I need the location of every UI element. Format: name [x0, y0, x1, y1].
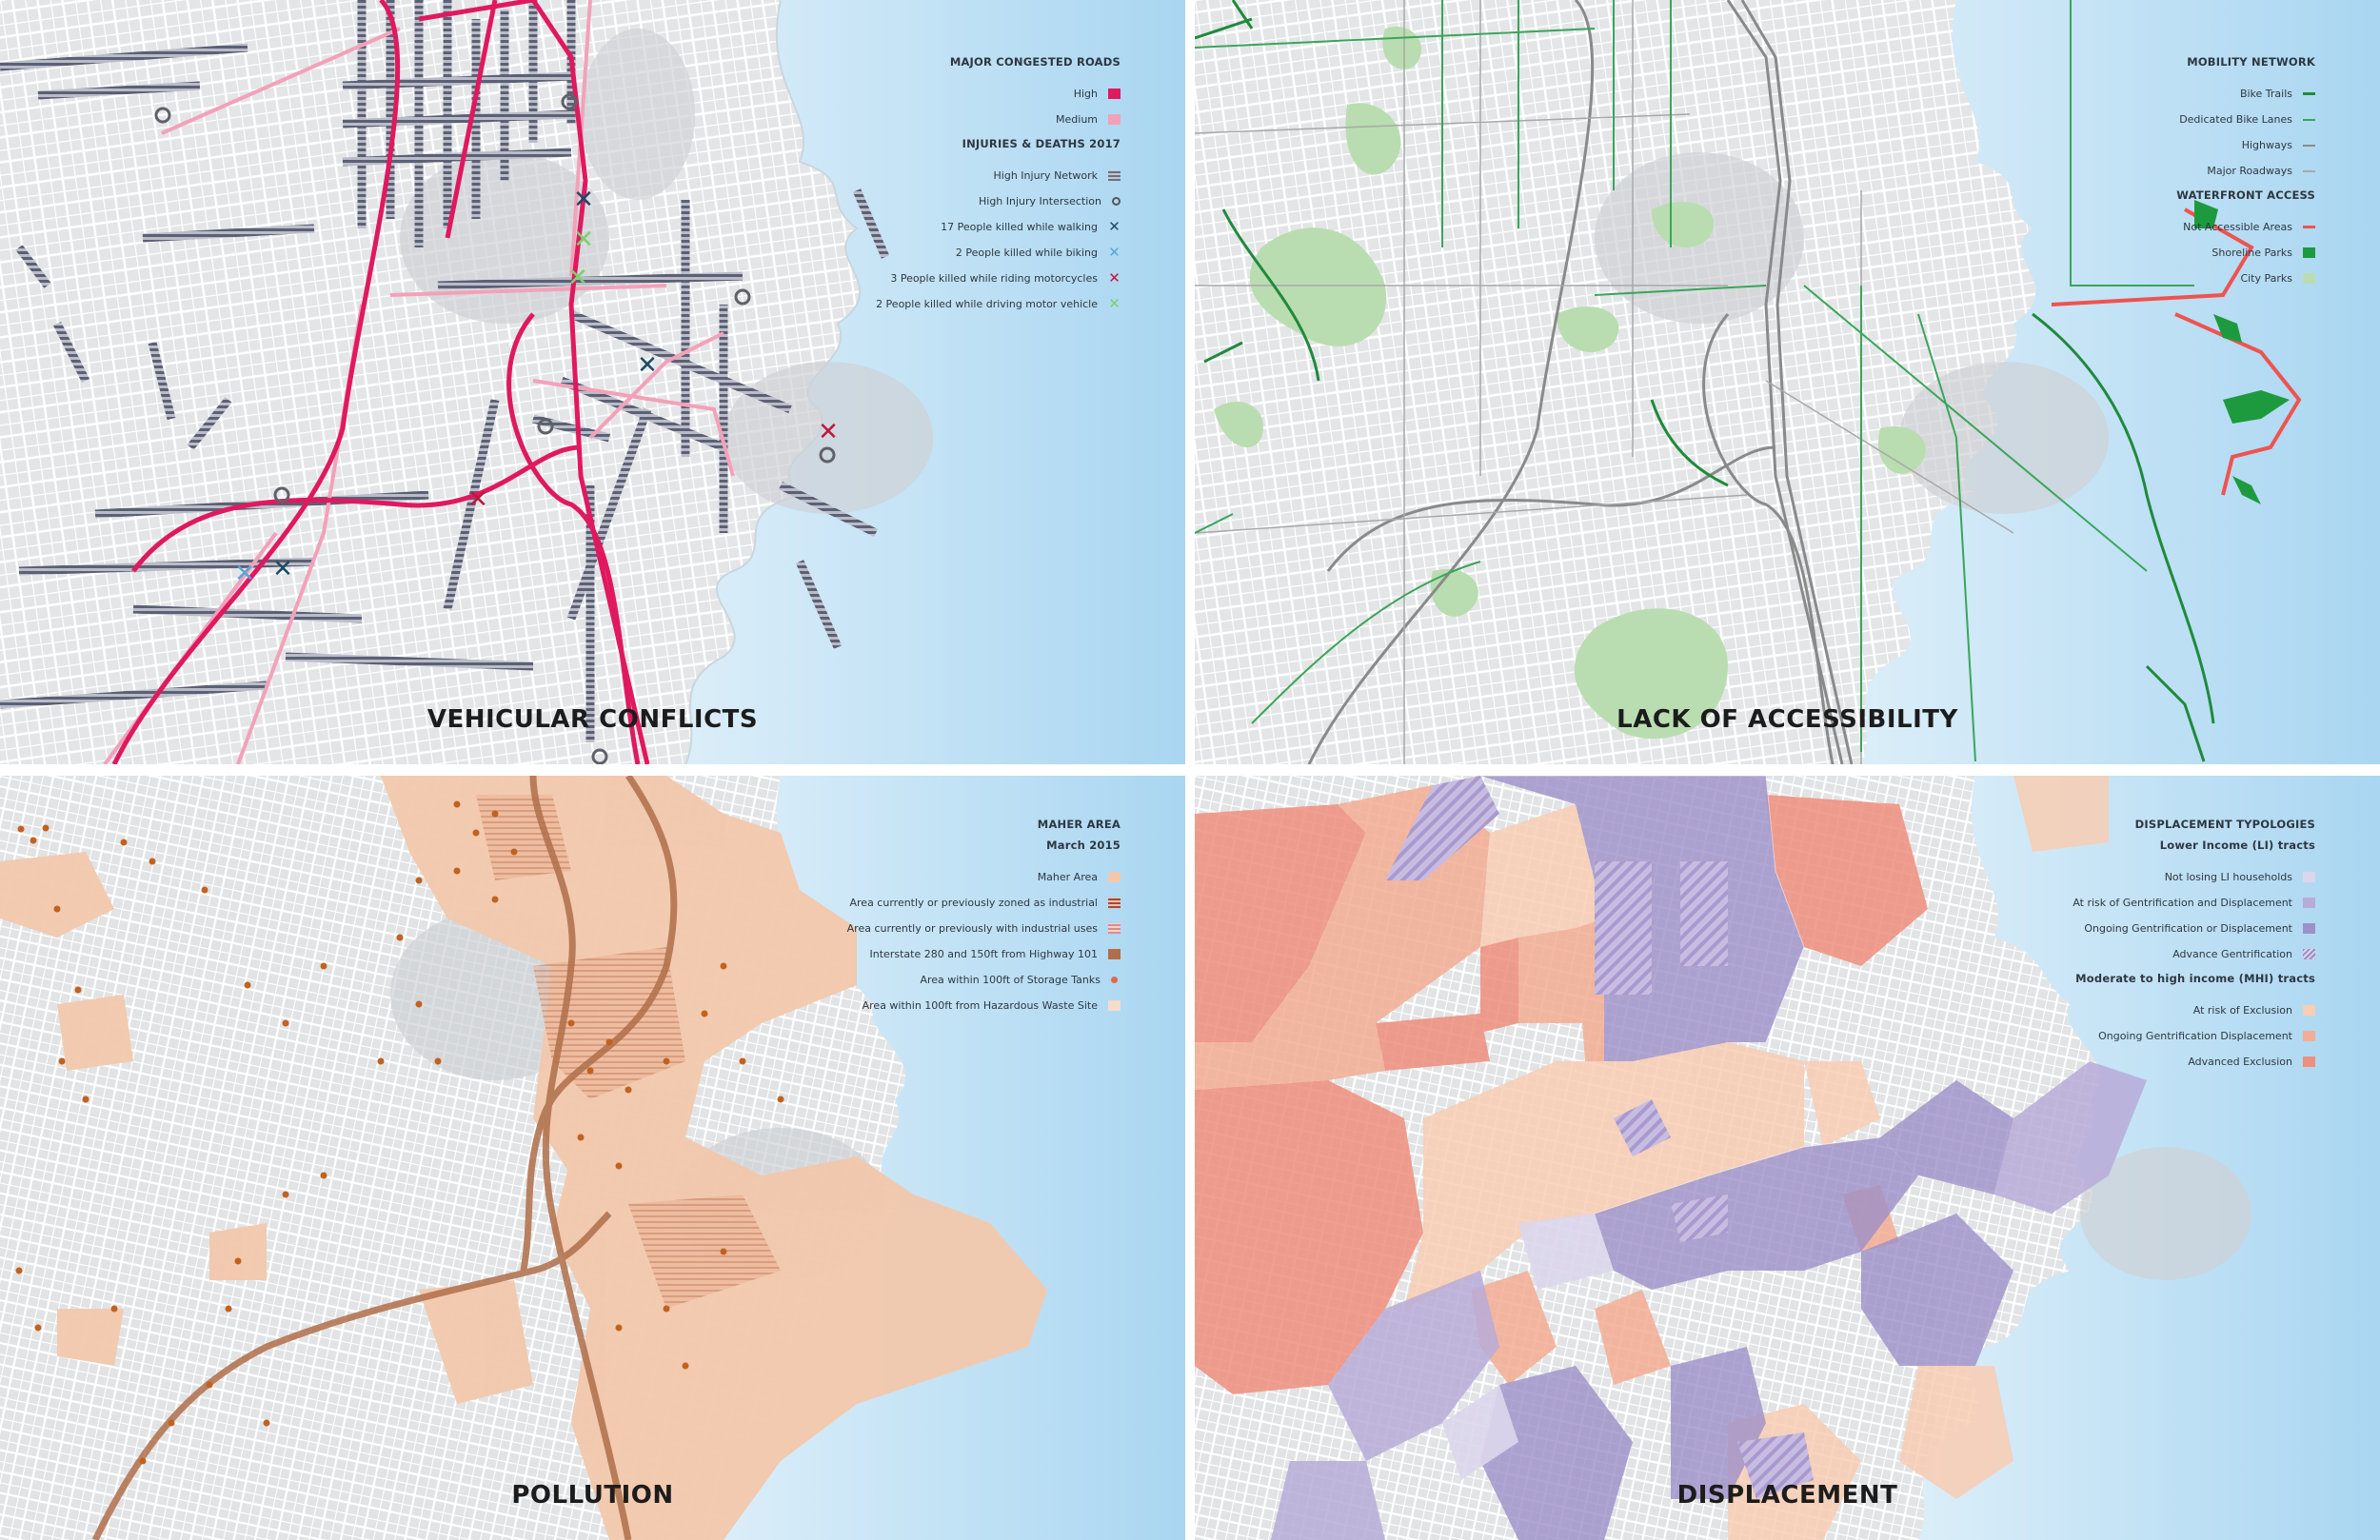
- legend-item-biking: 2 People killed while biking ✕: [955, 244, 1121, 261]
- legend-item-highways: Highways: [1915, 137, 2315, 153]
- dot-icon: [1111, 977, 1118, 983]
- tracts-at-risk-gentrification: [1271, 1061, 2147, 1540]
- svg-text:✕: ✕: [637, 351, 658, 380]
- high-congested-roads: [111, 0, 650, 764]
- panel-title-pollution: POLLUTION: [511, 1481, 674, 1510]
- legend-heading-congested-roads: MAJOR CONGESTED ROADS: [949, 55, 1121, 69]
- panel-title-displacement: DISPLACEMENT: [1676, 1481, 1898, 1510]
- legend-item-advance-gentrification: Advance Gentrification: [1915, 946, 2315, 962]
- legend-item-hazardous-waste: Area within 100ft from Hazardous Waste S…: [721, 997, 1121, 1014]
- accessibility-legend: MOBILITY NETWORK Bike Trails Dedicated B…: [1915, 55, 2315, 296]
- cross-icon: ✕: [1108, 218, 1121, 235]
- svg-text:✕: ✕: [467, 485, 488, 514]
- displacement-map-canvas: [1195, 776, 2380, 1540]
- ring-icon: [1112, 197, 1121, 206]
- legend-heading-maher: MAHER AREA: [1037, 818, 1121, 831]
- legend-item-medium: Medium: [721, 111, 1121, 128]
- displacement-map: DISPLACEMENT TYPOLOGIES Lower Income (LI…: [1195, 776, 2380, 1540]
- legend-item-maher-area: Maher Area: [721, 869, 1121, 885]
- legend-item-high-injury-network: High Injury Network: [721, 168, 1121, 184]
- legend-item-at-risk-gentrification: At risk of Gentrification and Displaceme…: [1915, 895, 2315, 911]
- bike-trails: [1195, 0, 2215, 762]
- legend-item-high: High: [721, 86, 1121, 102]
- vehicular-conflicts-map: ✕ ✕ ✕ ✕ ✕ ✕ ✕ ✕ MAJOR CONGESTED ROADS Hi…: [0, 0, 1185, 764]
- tracts-at-risk-exclusion: [1404, 776, 2109, 1540]
- legend-item-advanced-exclusion: Advanced Exclusion: [1915, 1054, 2315, 1070]
- legend-item-storage-tanks: Area within 100ft of Storage Tanks: [721, 972, 1121, 988]
- panel-title-vehicular: VEHICULAR CONFLICTS: [426, 705, 759, 734]
- legend-item-ongoing-displacement: Ongoing Gentrification Displacement: [1915, 1028, 2315, 1044]
- legend-item-high-injury-intersection: High Injury Intersection: [721, 193, 1121, 209]
- vehicular-map-canvas: ✕ ✕ ✕ ✕ ✕ ✕ ✕ ✕: [0, 0, 1185, 764]
- accessibility-map-canvas: [1195, 0, 2380, 764]
- pollution-map: MAHER AREA March 2015 Maher Area Area cu…: [0, 776, 1185, 1540]
- svg-text:✕: ✕: [567, 264, 588, 292]
- legend-item-ongoing-gentrification: Ongoing Gentrification or Displacement: [1915, 920, 2315, 937]
- legend-item-zoned-industrial: Area currently or previously zoned as in…: [721, 895, 1121, 911]
- storage-tank-points: [15, 800, 784, 1465]
- tracts-not-losing: [1442, 1214, 1614, 1480]
- legend-heading-injuries: INJURIES & DEATHS 2017: [962, 137, 1121, 150]
- legend-heading-waterfront: WATERFRONT ACCESS: [2176, 188, 2315, 202]
- cross-icon: ✕: [1108, 269, 1121, 286]
- pollution-map-canvas: [0, 776, 1185, 1540]
- displacement-legend: DISPLACEMENT TYPOLOGIES Lower Income (LI…: [1915, 818, 2315, 1079]
- svg-text:✕: ✕: [272, 555, 293, 583]
- legend-subheading-maher-date: March 2015: [1046, 839, 1121, 852]
- legend-item-industrial-uses: Area currently or previously with indust…: [721, 920, 1121, 937]
- high-injury-intersections: [154, 93, 836, 764]
- shoreline-parks: [2194, 200, 2290, 504]
- legend-item-shoreline-parks: Shoreline Parks: [1915, 245, 2315, 261]
- legend-item-interstate: Interstate 280 and 150ft from Highway 10…: [721, 946, 1121, 962]
- legend-item-major-roadways: Major Roadways: [1915, 163, 2315, 179]
- legend-item-city-parks: City Parks: [1915, 270, 2315, 286]
- pollution-legend: MAHER AREA March 2015 Maher Area Area cu…: [721, 818, 1121, 1023]
- cross-icon: ✕: [1108, 295, 1121, 312]
- svg-text:✕: ✕: [818, 418, 839, 446]
- legend-item-not-accessible: Not Accessible Areas: [1915, 219, 2315, 235]
- fatality-markers: ✕ ✕ ✕ ✕ ✕ ✕ ✕ ✕: [234, 186, 839, 588]
- legend-subheading-li: Lower Income (LI) tracts: [2159, 839, 2315, 852]
- svg-text:✕: ✕: [573, 226, 594, 254]
- legend-heading-typologies: DISPLACEMENT TYPOLOGIES: [2134, 818, 2315, 831]
- legend-heading-mobility: MOBILITY NETWORK: [2187, 55, 2315, 69]
- tracts-advance-gentrification: [1385, 776, 1814, 1499]
- accessibility-map: MOBILITY NETWORK Bike Trails Dedicated B…: [1195, 0, 2380, 764]
- high-injury-network: [0, 0, 890, 742]
- dedicated-bike-lanes: [1195, 0, 2194, 762]
- legend-item-motorcycles: 3 People killed while riding motorcycles…: [890, 269, 1121, 286]
- legend-heading-mhi: Moderate to high income (MHI) tracts: [2075, 972, 2315, 985]
- legend-item-bike-trails: Bike Trails: [1915, 86, 2315, 102]
- legend-item-at-risk-exclusion: At risk of Exclusion: [1915, 1002, 2315, 1018]
- panel-title-accessibility: LACK OF ACCESSIBILITY: [1616, 705, 1958, 734]
- svg-text:✕: ✕: [573, 186, 594, 214]
- not-accessible-areas: [2051, 207, 2254, 306]
- legend-item-motor-vehicle: 2 People killed while driving motor vehi…: [876, 295, 1121, 312]
- legend-item-not-losing: Not losing LI households: [1915, 869, 2315, 885]
- legend-item-walking: 17 People killed while walking ✕: [941, 218, 1121, 235]
- tracts-advanced-exclusion: [1195, 795, 1928, 1394]
- vehicular-legend: MAJOR CONGESTED ROADS High Medium INJURI…: [721, 55, 1121, 322]
- cross-icon: ✕: [1108, 244, 1121, 261]
- svg-text:✕: ✕: [234, 560, 255, 588]
- highways: [1307, 0, 1854, 764]
- legend-item-bike-lanes: Dedicated Bike Lanes: [1915, 111, 2315, 128]
- city-parks: [1214, 27, 1926, 740]
